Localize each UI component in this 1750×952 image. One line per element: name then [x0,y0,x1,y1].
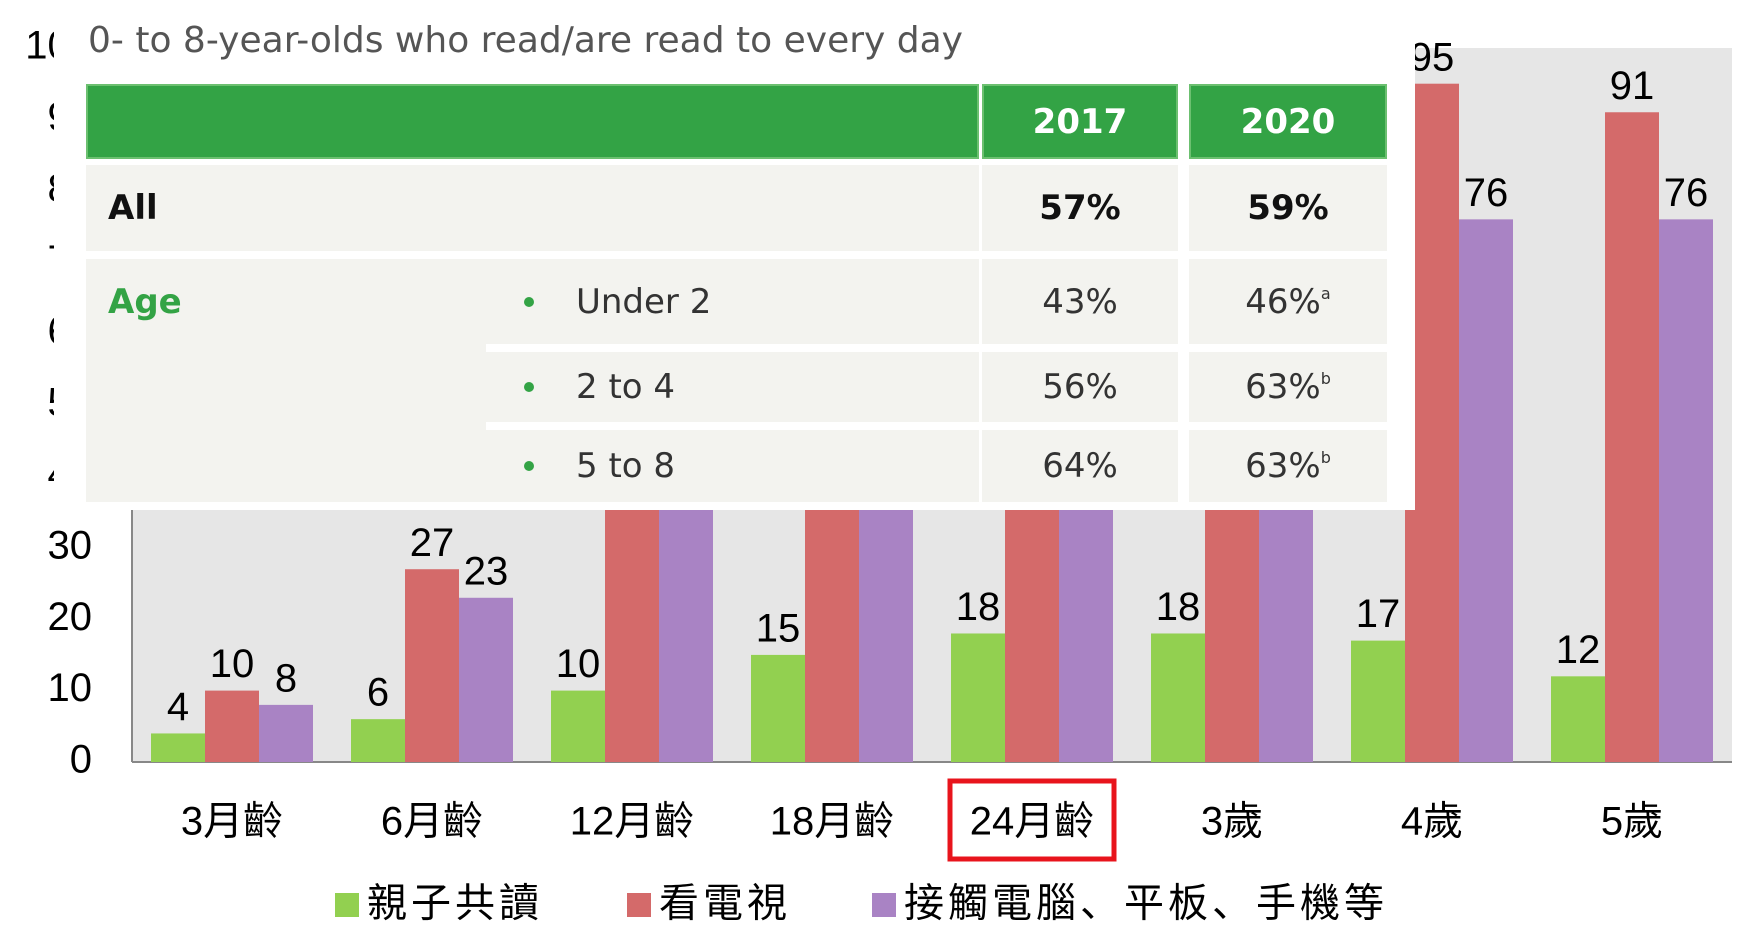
group-cell [86,259,486,502]
data-label: 4 [167,685,189,729]
column-header: 2017 [982,84,1178,159]
cell-text: 0- to 8-year-olds who read/are read to e… [88,19,963,61]
y-tick-label: 10 [48,666,93,710]
bullet [524,461,534,471]
bar [205,690,259,762]
data-label: 12 [1556,628,1601,672]
cell-text: 63%b [1245,367,1331,407]
row-label: 5 to 8 [486,430,979,502]
x-tick-label: 5歲 [1601,800,1663,844]
legend-label: 接觸電腦、平板、手機等 [904,882,1388,926]
data-label: 23 [464,549,509,593]
data-label: 91 [1610,64,1655,108]
bullet [524,296,534,307]
y-tick-label: 20 [48,595,93,639]
value-cell: 57% [982,165,1178,251]
row-label: 2 to 4 [486,352,979,422]
bar [151,733,205,762]
data-table: 0- to 8-year-olds who read/are read to e… [54,0,1415,510]
y-tick-label: 0 [70,738,92,782]
x-tick-label: 3月齡 [181,800,283,844]
bar [351,719,405,762]
cell-text: 2 to 4 [576,367,676,407]
value-cell: 43% [982,259,1178,344]
x-tick-label: 6月齡 [381,800,483,844]
x-tick-label: 18月齡 [770,800,895,844]
value-cell: 46%a [1189,259,1387,344]
group-label: Age [86,259,486,344]
data-label: 76 [1664,171,1709,215]
bar [951,633,1005,762]
cell-text: 63%b [1245,446,1331,486]
legend-swatch [335,893,359,917]
cell-text: Age [108,281,182,322]
value-cell: 63%b [1189,352,1387,422]
cell-text: Under 2 [576,281,712,322]
bullet [524,382,534,392]
cell-text: 2020 [1240,101,1336,142]
bar [459,597,513,762]
cell-text: 64% [1042,446,1118,486]
cell-text: 59% [1247,188,1329,228]
header [86,84,979,159]
data-label: 6 [367,671,389,715]
data-label: 17 [1356,592,1401,636]
row-label: Under 2 [486,259,979,344]
cell-text: All [108,188,158,228]
bar [405,569,459,762]
y-tick-label: 30 [48,523,93,567]
cell-text: 43% [1042,281,1118,322]
data-label: 76 [1464,171,1509,215]
footnote-mark: b [1320,369,1331,388]
cell-text: 2017 [1032,101,1128,142]
data-label: 15 [756,606,801,650]
bar [1605,112,1659,762]
value-cell: 56% [982,352,1178,422]
bar [1351,640,1405,762]
table-title: 0- to 8-year-olds who read/are read to e… [88,14,1288,66]
bar [1459,219,1513,763]
bar [1551,676,1605,762]
bar [1151,633,1205,762]
bar [1659,219,1713,763]
column-header: 2020 [1189,84,1387,159]
value-cell: 59% [1189,165,1387,251]
data-label: 18 [1156,585,1201,629]
cell-text: 57% [1039,188,1121,228]
data-label: 10 [210,642,255,686]
legend-swatch [872,893,896,917]
x-tick-label: 3歲 [1201,800,1263,844]
legend-label: 看電視 [659,882,791,926]
bar [751,654,805,762]
cell-text: 56% [1042,367,1118,407]
data-label: 18 [956,585,1001,629]
footnote-mark: a [1320,283,1331,303]
cell-text: 46%a [1245,281,1331,322]
cell-text: 5 to 8 [576,446,676,486]
value-cell: 63%b [1189,430,1387,502]
highlight-box [947,778,1117,862]
row-cell: All [86,165,979,251]
data-label: 27 [410,521,455,565]
x-tick-label: 24月齡 [970,800,1095,844]
bar [259,704,313,762]
x-tick-label: 4歲 [1401,800,1463,844]
legend-swatch [627,893,651,917]
legend-label: 親子共讀 [367,882,543,926]
data-label: 8 [275,656,297,700]
data-label: 95 [1410,35,1455,79]
bar [551,690,605,762]
footnote-mark: b [1320,448,1331,467]
value-cell: 64% [982,430,1178,502]
data-label: 10 [556,642,601,686]
x-tick-label: 12月齡 [570,800,695,844]
